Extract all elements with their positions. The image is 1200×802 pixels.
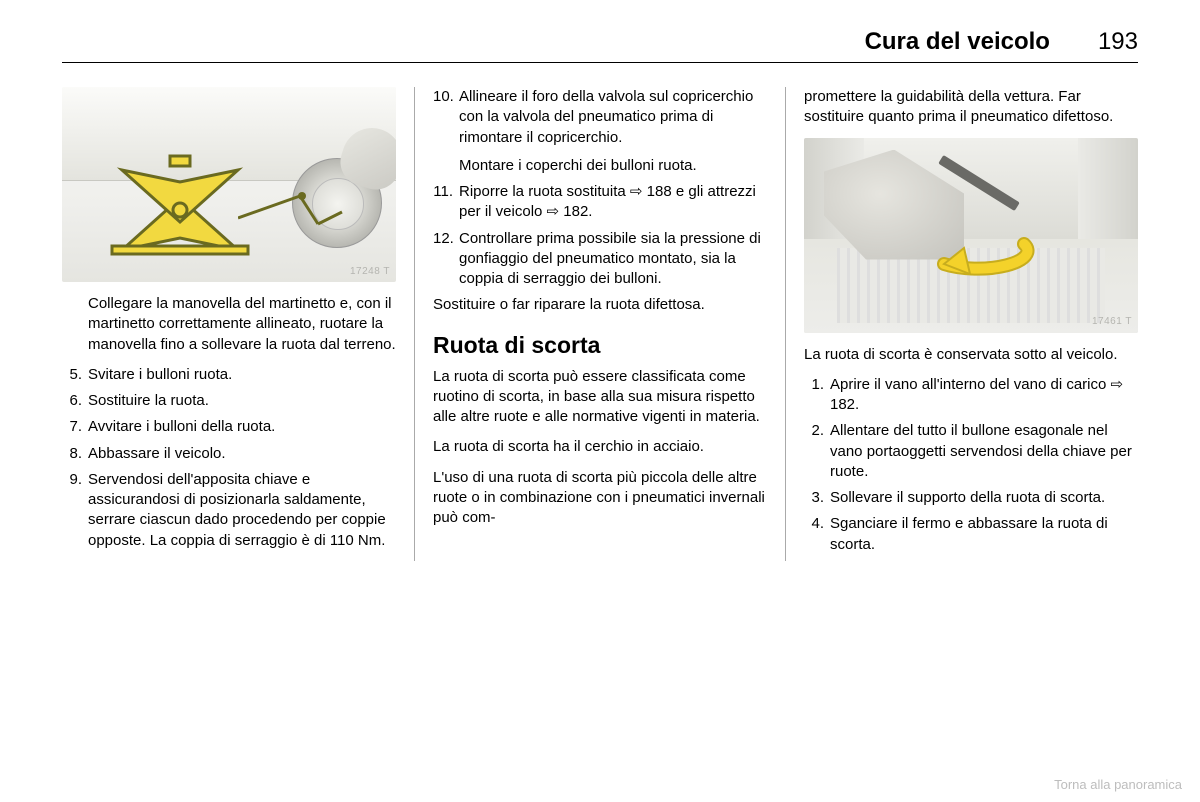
after-list-para: Sostituire o far riparare la ruota difet…	[433, 295, 767, 315]
list-item: 11.Riporre la ruota sostituita ⇨ 188 e g…	[433, 182, 767, 223]
header-title: Cura del veicolo	[865, 28, 1050, 56]
illustration-label: 17248 T	[350, 265, 390, 279]
steps-list-a: 5.Svitare i bulloni ruota. 6.Sostituire …	[62, 365, 396, 551]
step-number: 7.	[62, 417, 88, 437]
scissor-jack-icon	[110, 150, 250, 260]
list-item: 6.Sostituire la ruota.	[62, 391, 396, 411]
rotation-arrow-icon	[924, 234, 1044, 290]
step-number: 2.	[804, 421, 830, 482]
steps-list-c: 1.Aprire il vano all'interno del vano di…	[804, 375, 1138, 555]
step-text: Svitare i bulloni ruota.	[88, 365, 396, 385]
columns: 17248 T Collegare la manovella del marti…	[62, 87, 1138, 561]
page-header: Cura del veicolo 193	[62, 28, 1138, 63]
list-item: 10. Allineare il foro della valvola sul …	[433, 87, 767, 176]
continuation-para: promettere la guidabilità della vettura.…	[804, 87, 1138, 128]
step-number: 12.	[433, 229, 459, 290]
step-text: Allentare del tutto il bullone esagonale…	[830, 421, 1138, 482]
step-text: Sollevare il supporto della ruota di sco…	[830, 488, 1138, 508]
step-number: 10.	[433, 87, 459, 176]
list-item: 5.Svitare i bulloni ruota.	[62, 365, 396, 385]
step-text: Servendosi dell'apposita chiave e assicu…	[88, 470, 396, 551]
trunk-illustration: 17461 T	[804, 138, 1138, 333]
after-illus-para: La ruota di scorta è conservata sotto al…	[804, 345, 1138, 365]
list-item: 7.Avvitare i bulloni della ruota.	[62, 417, 396, 437]
column-3: promettere la guidabilità della vettura.…	[785, 87, 1138, 561]
step-text: Abbassare il veicolo.	[88, 444, 396, 464]
page-number: 193	[1098, 28, 1138, 56]
step-main: Allineare il foro della valvola sul copr…	[459, 88, 753, 146]
list-item: 8.Abbassare il veicolo.	[62, 444, 396, 464]
body-para: La ruota di scorta può essere classifica…	[433, 367, 767, 428]
step-text: Controllare prima possibile sia la press…	[459, 229, 767, 290]
step-number: 8.	[62, 444, 88, 464]
step-text: Sganciare il fermo e abbassare la ruota …	[830, 514, 1138, 555]
list-item: 3.Sollevare il supporto della ruota di s…	[804, 488, 1138, 508]
list-item: 2.Allentare del tutto il bullone esagona…	[804, 421, 1138, 482]
step-text: Avvitare i bulloni della ruota.	[88, 417, 396, 437]
step-number: 9.	[62, 470, 88, 551]
step-text: Allineare il foro della valvola sul copr…	[459, 87, 767, 176]
step-text: Aprire il vano all'interno del vano di c…	[830, 375, 1138, 416]
list-item: 9.Servendosi dell'apposita chiave e assi…	[62, 470, 396, 551]
crank-handle-icon	[238, 178, 348, 248]
section-heading: Ruota di scorta	[433, 330, 767, 361]
illustration-label: 17461 T	[1092, 315, 1132, 329]
step-number: 1.	[804, 375, 830, 416]
body-para: La ruota di scorta ha il cerchio in acci…	[433, 437, 767, 457]
list-item: 1.Aprire il vano all'interno del vano di…	[804, 375, 1138, 416]
step-number: 5.	[62, 365, 88, 385]
step-text: Sostituire la ruota.	[88, 391, 396, 411]
step-number: 6.	[62, 391, 88, 411]
jack-illustration: 17248 T	[62, 87, 396, 282]
column-1: 17248 T Collegare la manovella del marti…	[62, 87, 414, 561]
body-para: L'uso di una ruota di scorta più piccola…	[433, 468, 767, 529]
step-text: Riporre la ruota sostituita ⇨ 188 e gli …	[459, 182, 767, 223]
trunk-side	[1078, 138, 1138, 239]
page: Cura del veicolo 193	[0, 0, 1200, 581]
column-2: 10. Allineare il foro della valvola sul …	[414, 87, 785, 561]
steps-list-b: 10. Allineare il foro della valvola sul …	[433, 87, 767, 289]
step-number: 4.	[804, 514, 830, 555]
back-to-overview-link[interactable]: Torna alla panoramica	[1054, 777, 1182, 792]
step-number: 11.	[433, 182, 459, 223]
intro-paragraph: Collegare la manovella del martinetto e,…	[62, 294, 396, 355]
step-sub: Montare i coperchi dei bulloni ruota.	[459, 156, 767, 176]
step-number: 3.	[804, 488, 830, 508]
list-item: 4.Sganciare il fermo e abbassare la ruot…	[804, 514, 1138, 555]
list-item: 12.Controllare prima possibile sia la pr…	[433, 229, 767, 290]
